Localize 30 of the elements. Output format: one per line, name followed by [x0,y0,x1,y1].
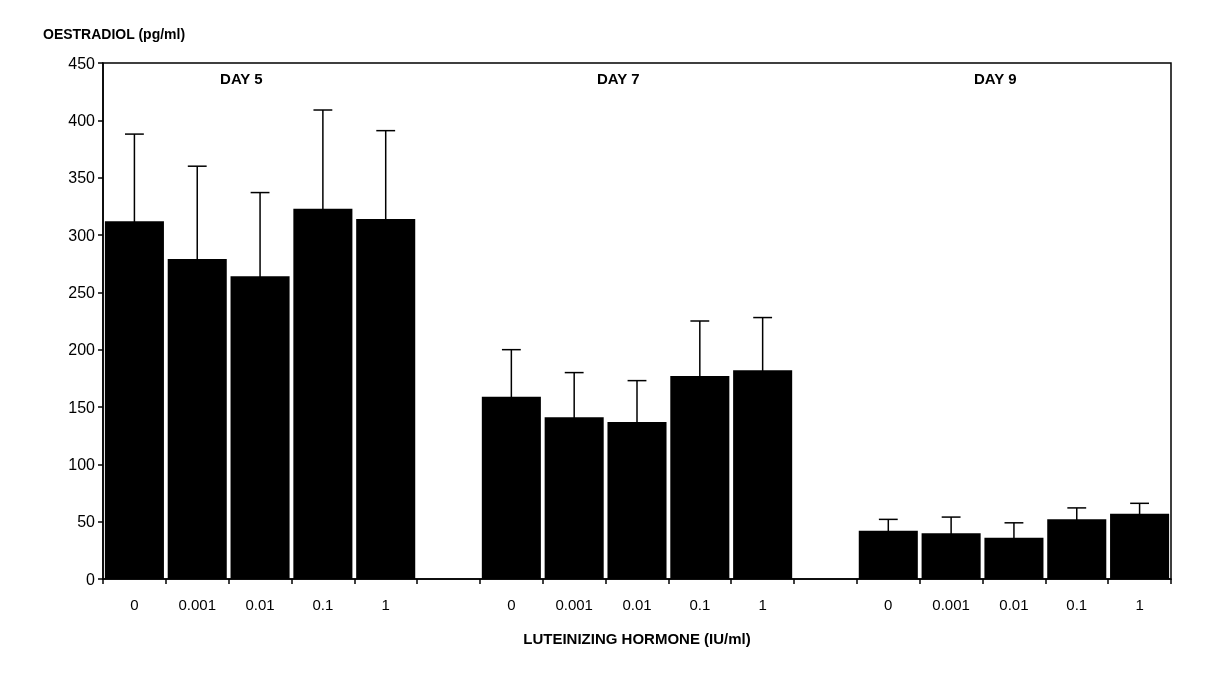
x-tick-label: 0.01 [245,596,275,613]
x-tick-label: 0 [884,596,893,613]
x-tick-label: 0.001 [178,596,217,613]
annotation: DAY 5 [220,70,263,87]
x-tick-label: 1 [381,596,390,613]
x-tick-label: 0.001 [932,596,970,613]
y-tick-label: 300 [68,226,96,244]
x-tick-label: 0.01 [622,596,652,613]
y-axis-title: OESTRADIOL (pg/ml) [43,26,186,42]
y-tick-label: 400 [68,111,96,129]
annotation: DAY 9 [973,70,1017,87]
y-tick-label: 200 [68,341,96,359]
x-axis-title: LUTEINIZING HORMONE (IU/ml) [523,630,751,647]
x-tick-label: 0.1 [689,596,711,613]
x-tick-label: 0.01 [999,596,1029,613]
y-tick-label: 0 [86,570,96,588]
y-tick-label: 250 [68,283,96,301]
y-tick-label: 50 [77,513,96,531]
y-tick-label: 150 [68,398,96,416]
x-tick-label: 0.001 [555,596,593,613]
x-tick-label: 0.1 [312,596,334,613]
y-tick-label: 350 [68,169,96,187]
x-tick-label: 1 [1135,596,1144,613]
y-tick-label: 450 [68,54,96,72]
x-tick-label: 0.1 [1066,596,1088,613]
x-tick-label: 0 [507,596,516,613]
x-tick-label: 1 [758,596,767,613]
annotation: DAY 7 [597,70,640,87]
x-tick-label: 0 [130,596,139,613]
y-tick-label: 100 [68,455,96,473]
